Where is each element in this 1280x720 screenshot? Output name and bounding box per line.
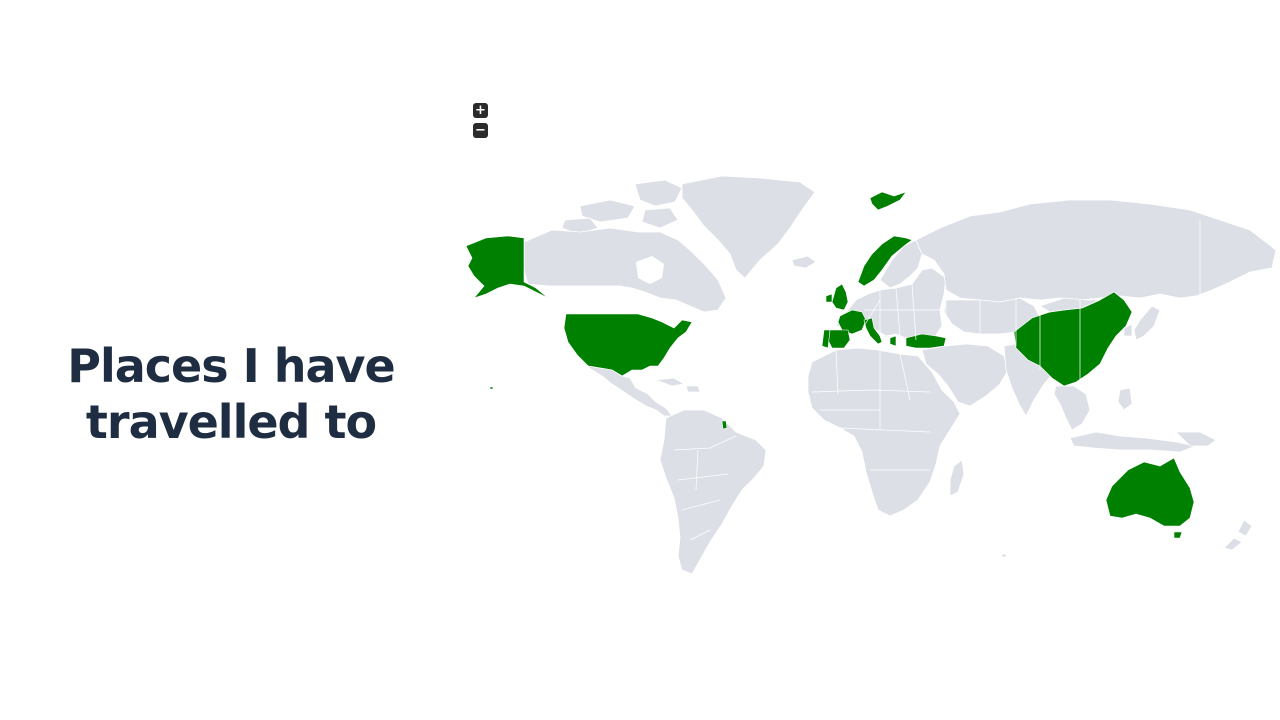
country-greece[interactable] xyxy=(889,335,897,347)
region-middle-east[interactable] xyxy=(921,343,1009,407)
zoom-in-button[interactable]: + xyxy=(473,103,488,118)
region-southeast-asia[interactable] xyxy=(1053,385,1091,431)
country-italy[interactable] xyxy=(863,317,883,345)
region-arctic-islands[interactable] xyxy=(561,179,683,235)
region-papua[interactable] xyxy=(1175,431,1217,447)
country-france[interactable] xyxy=(837,309,867,335)
region-africa[interactable] xyxy=(807,347,961,517)
country-norway[interactable] xyxy=(857,235,913,287)
title-line-1: Places I have xyxy=(67,339,396,393)
country-australia[interactable] xyxy=(1105,457,1195,527)
country-svalbard[interactable] xyxy=(869,191,907,211)
country-spain[interactable] xyxy=(827,329,851,349)
zoom-out-button[interactable]: − xyxy=(473,123,488,138)
country-russia[interactable] xyxy=(915,199,1277,303)
title-line-2: travelled to xyxy=(85,395,377,449)
country-united-states[interactable] xyxy=(563,313,693,377)
country-greenland[interactable] xyxy=(681,175,816,279)
country-japan[interactable] xyxy=(1123,305,1161,341)
zoom-controls: + − xyxy=(473,103,489,143)
page-title: Places I have travelled to xyxy=(40,338,422,450)
country-tasmania[interactable] xyxy=(1173,531,1183,539)
region-south-america[interactable] xyxy=(659,409,767,575)
country-iceland[interactable] xyxy=(791,255,817,269)
world-map-svg xyxy=(465,175,1277,575)
region-sweden-finland[interactable] xyxy=(879,239,923,289)
country-alaska-usa[interactable] xyxy=(465,235,549,299)
region-caribbean[interactable] xyxy=(655,377,701,393)
country-portugal[interactable] xyxy=(821,329,831,349)
world-map[interactable] xyxy=(460,170,1280,580)
country-new-zealand[interactable] xyxy=(1223,519,1253,551)
region-indonesia[interactable] xyxy=(1069,387,1198,453)
region-small-islands[interactable] xyxy=(1001,553,1007,558)
country-madagascar[interactable] xyxy=(949,459,965,497)
country-canada[interactable] xyxy=(523,227,727,313)
country-united-kingdom[interactable] xyxy=(825,283,849,311)
country-hawaii-usa[interactable] xyxy=(489,386,494,390)
country-mongolia[interactable] xyxy=(1039,297,1101,313)
country-french-guiana[interactable] xyxy=(721,420,728,430)
